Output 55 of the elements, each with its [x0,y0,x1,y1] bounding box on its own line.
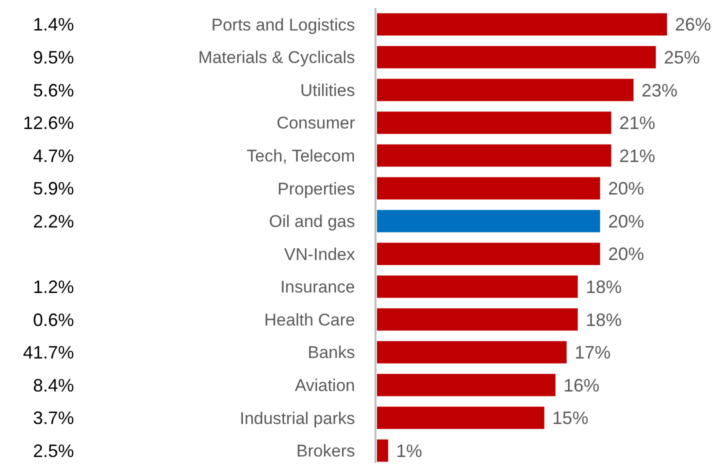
y-tick-label: Aviation [294,376,355,395]
data-label: 26% [675,14,712,35]
y-tick-label: Tech, Telecom [246,146,355,166]
text: 12.6% [22,113,74,134]
bar [377,78,634,102]
text: 5.6% [32,80,74,100]
text: 1.2% [32,276,74,297]
bar [377,439,388,462]
text: 5.9% [32,178,74,199]
y-tick-label: Properties [278,179,355,198]
bar [377,276,578,298]
y-tick-label: Utilities [300,80,355,100]
text: 3.7% [32,408,74,428]
bar [377,144,612,167]
text: 4.7% [32,146,74,166]
data-label: 20% [608,178,644,199]
bar [377,177,600,200]
y-tick-label: Insurance [280,278,355,297]
text: 0.6% [32,310,74,330]
data-label: 23% [642,80,678,100]
data-label: 17% [574,342,611,363]
bar [377,374,556,396]
data-label: 18% [586,310,622,330]
data-label: 20% [608,244,644,264]
text: 1.4% [32,14,74,35]
y-tick-label: Ports and Logistics [211,15,355,34]
bar [377,242,600,266]
data-label: 18% [586,276,622,297]
y-tick-label: Oil and gas [269,212,355,232]
y-tick-label: Brokers [296,442,355,461]
data-label: 15% [552,408,588,428]
bar [377,308,578,331]
data-label: 25% [664,47,700,68]
bar [377,13,667,36]
y-tick-label: Health Care [264,310,355,330]
text: 2.2% [32,211,74,232]
text: 8.4% [32,375,74,396]
bar [377,341,567,364]
text: 41.7% [22,342,74,363]
bar [377,46,656,68]
y-tick-label: Banks [308,343,355,362]
data-label: 1% [396,440,422,461]
text: 2.5% [32,440,74,461]
y-tick-label: Industrial parks [240,408,355,428]
y-tick-label: VN-Index [284,244,356,264]
bar [377,406,544,429]
bar [377,112,612,134]
data-label: 20% [608,211,644,232]
text: 9.5% [32,47,74,68]
y-tick-label: Materials & Cyclicals [198,48,355,68]
bar [377,210,600,232]
data-label: 16% [563,375,600,396]
data-label: 21% [619,113,656,134]
data-label: 21% [619,146,656,166]
y-tick-label: Consumer [276,114,356,133]
